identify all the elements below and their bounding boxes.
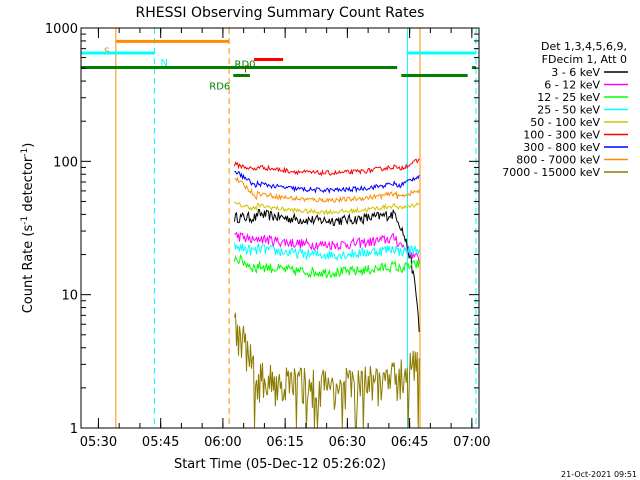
series-line [234,208,420,333]
x-tick-label: 05:45 [142,435,179,450]
legend-entry-label: 800 - 7000 keV [516,154,600,167]
legend-entry-label: 7000 - 15000 keV [502,166,600,179]
y-tick-label: 100 [53,155,78,170]
legend-entry-label: 12 - 25 keV [537,91,600,104]
flag-label: RD0 [235,60,256,71]
flag-label: N [160,58,167,69]
x-tick-label: 05:30 [80,435,117,450]
axis-ticks: 1 10 100 1000 05:30 05:45 06:00 06:15 06:30 06:45… [45,22,491,450]
timestamp: 21-Oct-2021 09:51 [561,470,637,479]
plot-frame [80,27,480,429]
series-line [234,312,420,429]
legend-header: Det 1,3,4,5,6,9, [541,40,627,53]
legend-entry-label: 50 - 100 keV [530,116,600,129]
flag-label: F [244,65,250,76]
y-axis-label: Count Rate (s-1 detector-1) [20,143,36,314]
series-line [234,201,420,216]
legend-header: FDecim 1, Att 0 [542,53,627,66]
series-line [234,231,420,264]
y-tick-label: 1 [70,422,78,437]
series-line [234,176,420,204]
y-tick-label: 10 [61,289,78,304]
series-line [234,170,420,194]
x-tick-label: 06:00 [204,435,241,450]
legend: Det 1,3,4,5,6,9,FDecim 1, Att 03 - 6 keV… [502,40,628,179]
series-line [234,254,420,279]
x-tick-label: 06:30 [329,435,366,450]
y-tick-label: 1000 [45,22,78,37]
x-axis-label: Start Time (05-Dec-12 05:26:02) [174,457,386,472]
legend-entry-label: 3 - 6 keV [551,66,600,79]
x-tick-label: 06:45 [391,435,428,450]
flag-label: RD6 [209,82,230,93]
legend-entry-label: 100 - 300 keV [523,129,600,142]
legend-entry-label: 25 - 50 keV [537,104,600,117]
series-line [234,242,420,262]
legend-entry-label: 6 - 12 keV [544,79,600,92]
legend-entry-label: 300 - 800 keV [523,141,600,154]
series-line [234,158,420,177]
plot-area: SNFRD0RD6 [81,28,477,429]
x-tick-label: 06:15 [266,435,303,450]
x-tick-label: 07:00 [453,435,490,450]
chart-title: RHESSI Observing Summary Count Rates [136,5,425,21]
